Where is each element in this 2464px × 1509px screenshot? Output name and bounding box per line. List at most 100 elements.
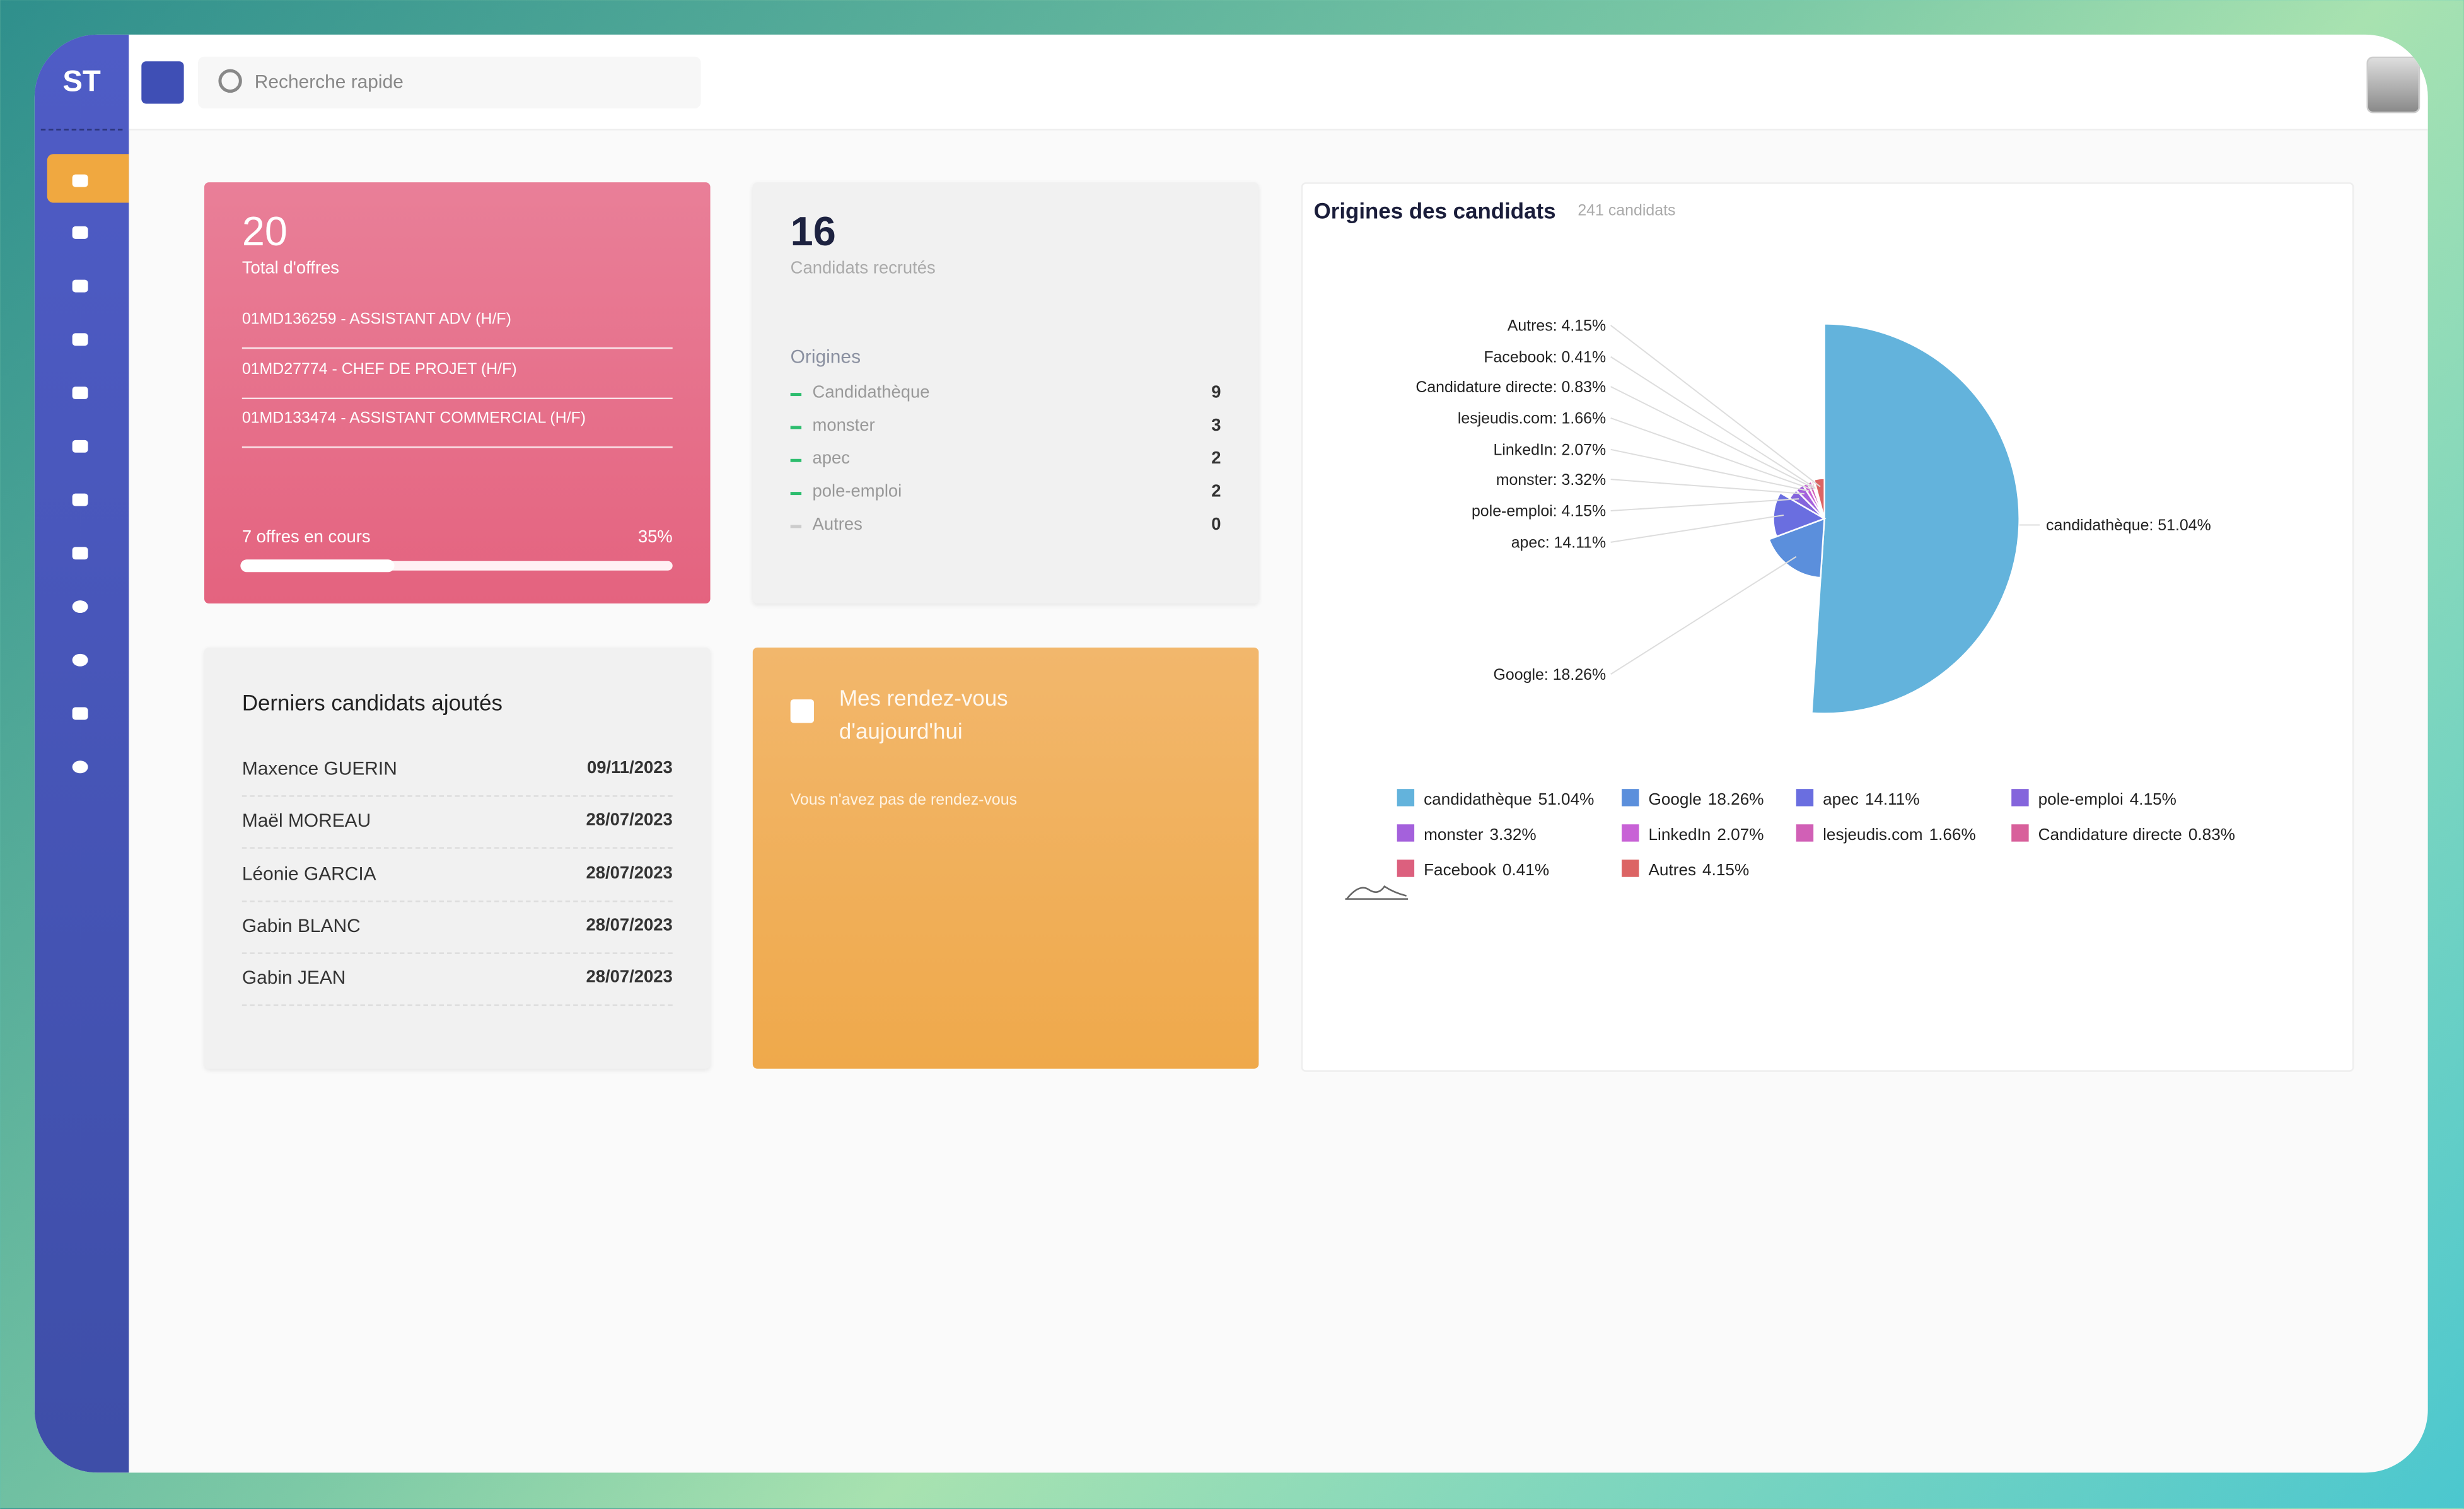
candidate-date: 28/07/2023 (586, 968, 673, 988)
chart-subtitle: 241 candidats (1578, 202, 1676, 220)
nav-icon[interactable] (72, 226, 88, 239)
offers-footer: 7 offres en cours (241, 528, 371, 547)
callout-line (1610, 556, 1797, 675)
legend-label: LinkedIn (1648, 825, 1711, 844)
chart-title: Origines des candidats (1313, 198, 1556, 223)
search-icon (218, 69, 242, 93)
origin-count: 3 (1211, 416, 1221, 436)
legend-label: lesjeudis.com (1823, 825, 1922, 844)
separator (40, 129, 123, 131)
origin-name: pole-emploi (812, 482, 902, 502)
appointments-title: Mes rendez-vous d'aujourd'hui (839, 685, 1008, 743)
origin-dash (790, 492, 802, 496)
legend-label: Autres (1648, 860, 1696, 879)
pie-slice (1813, 477, 1825, 519)
legend-value: 4.15% (1702, 860, 1749, 879)
callout-label: apec: 14.11% (1511, 534, 1606, 552)
callout-line (1610, 356, 1816, 489)
pie-slice (1811, 323, 2020, 714)
pie-slice (1768, 517, 1825, 579)
legend-value: 0.83% (2188, 825, 2235, 844)
nav-icon[interactable] (72, 653, 88, 667)
offers-label: Total d'offres (241, 259, 339, 279)
origin-dash (790, 525, 802, 528)
legend-value: 2.07% (1717, 825, 1764, 844)
legend-label: Candidature directe (2038, 825, 2182, 844)
candidate-row[interactable]: Maël MOREAU 28/07/2023 (241, 796, 673, 849)
pie-slice (1772, 491, 1827, 538)
recent-candidates-card: Derniers candidats ajoutés Maxence GUERI… (204, 647, 711, 1069)
callout-label: pole-emploi: 4.15% (1472, 503, 1606, 520)
origin-dash (790, 458, 802, 462)
origin-name: Candidathèque (812, 383, 930, 403)
legend-swatch (2011, 789, 2029, 807)
nav-icon[interactable] (72, 547, 88, 560)
legend-value: 4.15% (2130, 789, 2176, 808)
callout-label: candidathèque: 51.04% (2046, 516, 2211, 534)
callout-line (1610, 417, 1813, 491)
offer-item[interactable]: 01MD27774 - CHEF DE PROJET (H/F) (241, 348, 673, 399)
progress-label: 35% (637, 528, 673, 547)
home-icon[interactable] (72, 174, 88, 187)
avatar[interactable] (2366, 56, 2420, 114)
search-placeholder: Recherche rapide (254, 71, 404, 93)
legend-swatch (1796, 789, 1814, 807)
candidate-row[interactable]: Léonie GARCIA 28/07/2023 (241, 848, 673, 902)
origin-dash (790, 393, 802, 397)
callout-label: lesjeudis.com: 1.66% (1458, 410, 1606, 428)
nav-icon[interactable] (72, 493, 88, 506)
candidate-date: 09/11/2023 (587, 759, 673, 778)
progress-track (241, 561, 673, 571)
origins-title: Origines (790, 346, 861, 368)
recruits-label: Candidats recrutés (790, 259, 936, 279)
legend-value: 0.41% (1502, 860, 1549, 879)
logo[interactable]: ST (62, 66, 101, 100)
legend-value: 14.11% (1865, 789, 1920, 808)
callout-label: Autres: 4.15% (1508, 317, 1606, 335)
recruits-total: 16 (790, 207, 836, 255)
callout-line (1610, 386, 1815, 489)
legend-label: monster (1424, 825, 1484, 844)
candidate-row[interactable]: Gabin BLANC 28/07/2023 (241, 900, 673, 954)
origin-name: Autres (812, 515, 863, 535)
origin-count: 2 (1211, 449, 1221, 469)
legend-swatch (1397, 859, 1415, 877)
candidate-row[interactable]: Maxence GUERIN 09/11/2023 (241, 743, 673, 797)
calendar-icon (790, 699, 815, 723)
origin-name: apec (812, 449, 851, 469)
callout-label: monster: 3.32% (1496, 471, 1606, 489)
settings-icon[interactable] (72, 760, 88, 774)
app-window: ST Recherche rapide 2 0 Total d'offres 01… (34, 34, 2428, 1473)
progress-fill (241, 561, 393, 571)
search-box[interactable]: Recherche rapide (198, 56, 701, 108)
legend-label: candidathèque (1424, 789, 1532, 808)
candidate-name: Maxence GUERIN (241, 757, 397, 780)
candidate-name: Maël MOREAU (241, 810, 371, 832)
nav-icon[interactable] (72, 600, 88, 614)
origin-dash (790, 426, 802, 429)
callout-label: LinkedIn: 2.07% (1494, 441, 1607, 459)
candidate-date: 28/07/2023 (586, 916, 673, 935)
nav-icon[interactable] (72, 387, 88, 400)
team-button[interactable] (141, 61, 184, 104)
legend-label: pole-emploi (2038, 789, 2124, 808)
origin-count: 0 (1211, 515, 1221, 535)
nav-icon[interactable] (72, 707, 88, 720)
nav-icon[interactable] (72, 279, 88, 293)
offer-item[interactable]: 01MD133474 - ASSISTANT COMMERCIAL (H/F) (241, 398, 673, 448)
legend-swatch (1796, 824, 1814, 842)
candidate-row[interactable]: Gabin JEAN 28/07/2023 (241, 953, 673, 1006)
legend-value: 18.26% (1708, 789, 1764, 808)
nav-icon[interactable] (72, 440, 88, 453)
legend-value: 51.04% (1538, 789, 1595, 808)
legend-label: apec (1823, 789, 1859, 808)
legend-swatch (1397, 824, 1415, 842)
candidate-date: 28/07/2023 (586, 811, 673, 830)
offer-item[interactable]: 01MD136259 - ASSISTANT ADV (H/F) (241, 299, 673, 349)
origin-name: monster (812, 416, 875, 436)
nav-icon[interactable] (72, 333, 88, 346)
candidate-date: 28/07/2023 (586, 863, 673, 883)
candidate-name: Gabin JEAN (241, 967, 346, 989)
